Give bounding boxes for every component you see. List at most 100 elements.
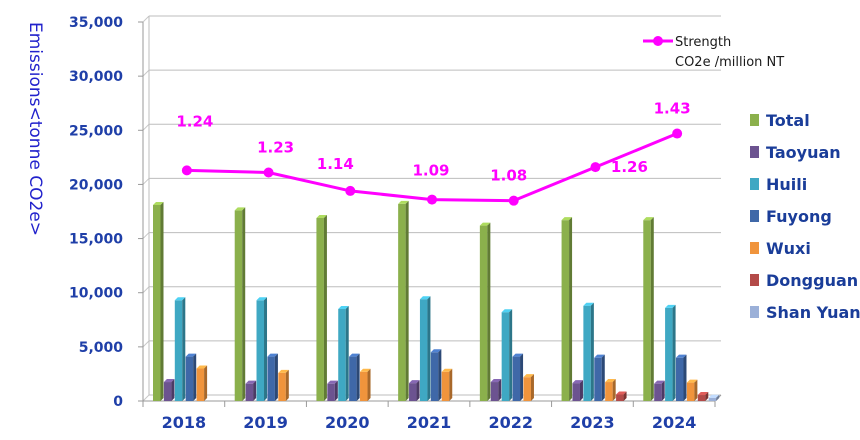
bar-front — [523, 377, 531, 401]
bar-side — [601, 354, 605, 401]
bar-top — [441, 368, 453, 372]
bar-taoyuan — [654, 380, 665, 401]
bar-top — [256, 297, 268, 301]
bar-huili — [338, 305, 349, 401]
legend-strength-subtitle: CO2e /million NT — [675, 55, 784, 70]
y-tick-label: 30,000 — [69, 69, 123, 85]
bar-side — [672, 304, 676, 401]
bar-shan-yuan — [708, 394, 720, 401]
x-tick-label: 2023 — [570, 413, 615, 432]
bar-top — [479, 222, 491, 226]
strength-data-label: 1.26 — [611, 158, 648, 176]
bar-top — [697, 392, 709, 396]
strength-data-label: 1.09 — [412, 162, 449, 180]
bar-side — [193, 353, 197, 401]
bar-side — [520, 353, 524, 401]
legend-label: Dongguan — [766, 271, 858, 290]
bar-front — [398, 203, 406, 401]
bar-side — [285, 369, 289, 401]
bar-front — [675, 357, 684, 401]
bar-front — [686, 382, 695, 401]
strength-line: 1.24 1.23 1.14 1.09 1.08 1.26 1.43 — [176, 100, 691, 206]
x-tick-label: 2022 — [488, 413, 533, 432]
bar-side — [405, 200, 409, 401]
bar-top — [572, 380, 583, 384]
bars — [153, 200, 720, 401]
bar-top — [245, 380, 257, 384]
bar-side — [204, 365, 208, 401]
legend: Total Taoyuan Huili Fuyong Wuxi Dongguan Shan … — [750, 111, 860, 322]
legend-swatch — [750, 146, 759, 158]
bar-total — [316, 214, 327, 401]
bar-top — [163, 379, 175, 383]
strength-point — [263, 167, 274, 178]
bar-top — [409, 380, 420, 384]
bar-top — [338, 305, 349, 309]
legend-label: Taoyuan — [766, 143, 841, 162]
legend-label: Shan Yuan — [766, 303, 860, 322]
legend-label: Wuxi — [766, 239, 811, 258]
bar-side — [160, 202, 164, 401]
bar-top — [643, 217, 654, 221]
bar-front — [572, 383, 580, 401]
bar-top — [686, 379, 698, 383]
bar-taoyuan — [245, 380, 257, 401]
bar-top — [185, 353, 197, 357]
bar-top — [490, 379, 502, 383]
bar-top — [316, 214, 327, 218]
bar-top — [523, 374, 534, 378]
legend-swatch — [750, 274, 759, 286]
bar-top — [234, 207, 246, 211]
strength-point — [181, 165, 192, 176]
bar-front — [278, 372, 286, 401]
bar-front — [196, 368, 205, 401]
bar-huili — [174, 297, 186, 401]
bar-wuxi — [278, 369, 289, 401]
bar-huili — [419, 296, 431, 401]
bar-taoyuan — [572, 380, 583, 401]
gridline-depth — [142, 286, 150, 294]
bar-side — [579, 380, 583, 401]
bar-side — [345, 305, 349, 401]
bar-side — [253, 380, 257, 401]
strength-data-label: 1.08 — [490, 167, 527, 185]
bar-front — [419, 299, 428, 401]
bar-top — [675, 354, 687, 358]
bar-wuxi — [605, 379, 616, 401]
bar-top — [561, 217, 573, 221]
bar-taoyuan — [409, 380, 420, 401]
bar-front — [616, 394, 624, 401]
bar-front — [665, 307, 673, 401]
bar-total — [479, 222, 491, 401]
y-tick-label: 5,000 — [79, 340, 124, 356]
bar-fuyong — [675, 354, 687, 401]
bar-side — [182, 297, 186, 401]
bar-side — [264, 297, 268, 401]
strength-point — [590, 162, 601, 173]
bar-wuxi — [360, 368, 371, 401]
bar-wuxi — [686, 379, 698, 401]
x-tick-label: 2024 — [652, 413, 697, 432]
x-tick-label: 2020 — [325, 413, 370, 432]
bar-front — [338, 308, 346, 401]
y-tick-label: 35,000 — [69, 15, 123, 31]
bar-dongguan — [616, 391, 627, 401]
strength-point — [345, 185, 356, 196]
legend-label: Fuyong — [766, 207, 832, 226]
bar-front — [174, 300, 183, 401]
bar-fuyong — [512, 353, 524, 401]
legend-strength-marker — [653, 36, 663, 46]
bar-front — [234, 210, 243, 401]
bar-huili — [256, 297, 268, 401]
bar-front — [501, 312, 510, 401]
bar-top — [349, 353, 360, 357]
bar-fuyong — [267, 353, 278, 401]
gridline-depth — [142, 123, 150, 131]
bar-side — [498, 379, 502, 401]
bar-front — [267, 356, 275, 401]
bar-top — [419, 296, 431, 300]
bar-front — [256, 300, 265, 401]
x-tick-label: 2019 — [243, 413, 288, 432]
bar-top — [360, 368, 371, 372]
gridline-depth — [142, 340, 150, 348]
